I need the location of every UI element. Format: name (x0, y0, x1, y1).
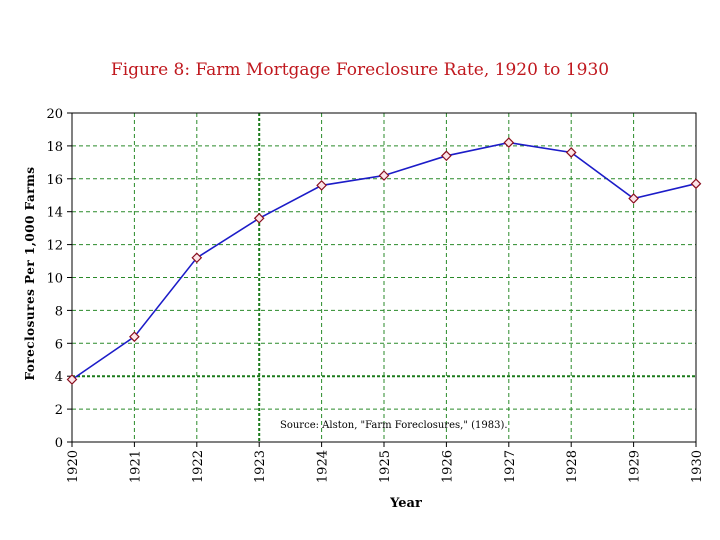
y-tick-label: 12 (46, 239, 63, 254)
source-annotation: Source: Alston, "Farm Foreclosures," (19… (280, 420, 508, 431)
x-axis-label: Year (389, 496, 422, 511)
x-tick-label: 1921 (128, 450, 143, 483)
x-tick-label: 1920 (66, 450, 81, 483)
y-tick-label: 6 (55, 337, 63, 352)
x-tick-label: 1926 (440, 450, 455, 483)
data-point-marker (129, 331, 140, 343)
x-tick-label: 1922 (191, 450, 206, 483)
data-point-marker (628, 193, 639, 204)
y-tick-label: 4 (55, 370, 63, 385)
y-tick-label: 10 (46, 272, 63, 287)
y-tick-label: 0 (55, 436, 63, 451)
y-tick-label: 18 (46, 140, 63, 155)
y-tick-label: 16 (46, 173, 63, 188)
data-point-marker (441, 150, 452, 162)
data-point-marker (66, 374, 78, 385)
x-tick-label: 1930 (690, 450, 705, 483)
data-point-marker (690, 178, 702, 190)
x-tick-label: 1927 (503, 450, 518, 483)
y-tick-label: 14 (46, 206, 63, 221)
data-point-marker (316, 180, 327, 191)
x-tick-label: 1923 (253, 450, 268, 483)
data-point-marker (191, 252, 203, 264)
data-point-marker (253, 212, 265, 224)
y-tick-label: 8 (55, 304, 63, 319)
data-point-marker (565, 147, 577, 158)
gridlines (72, 113, 696, 442)
chart-title: Figure 8: Farm Mortgage Foreclosure Rate… (111, 60, 609, 80)
x-tick-label: 1925 (378, 450, 393, 483)
data-markers (66, 137, 702, 385)
x-axis-ticks: 1920 1921 1922 1923 1924 1925 1926 1927 1928 1929… (66, 442, 705, 483)
y-tick-label: 2 (55, 403, 63, 418)
y-axis-ticks: 0 2 4 6 8 10 12 14 16 18 20 (46, 107, 72, 451)
x-tick-label: 1928 (565, 450, 580, 483)
x-tick-label: 1929 (628, 450, 643, 483)
y-axis-label: Foreclosures Per 1,000 Farms (23, 166, 37, 380)
y-tick-label: 20 (46, 107, 63, 122)
x-tick-label: 1924 (316, 450, 331, 483)
data-point-marker (503, 137, 515, 148)
data-point-marker (378, 170, 390, 181)
